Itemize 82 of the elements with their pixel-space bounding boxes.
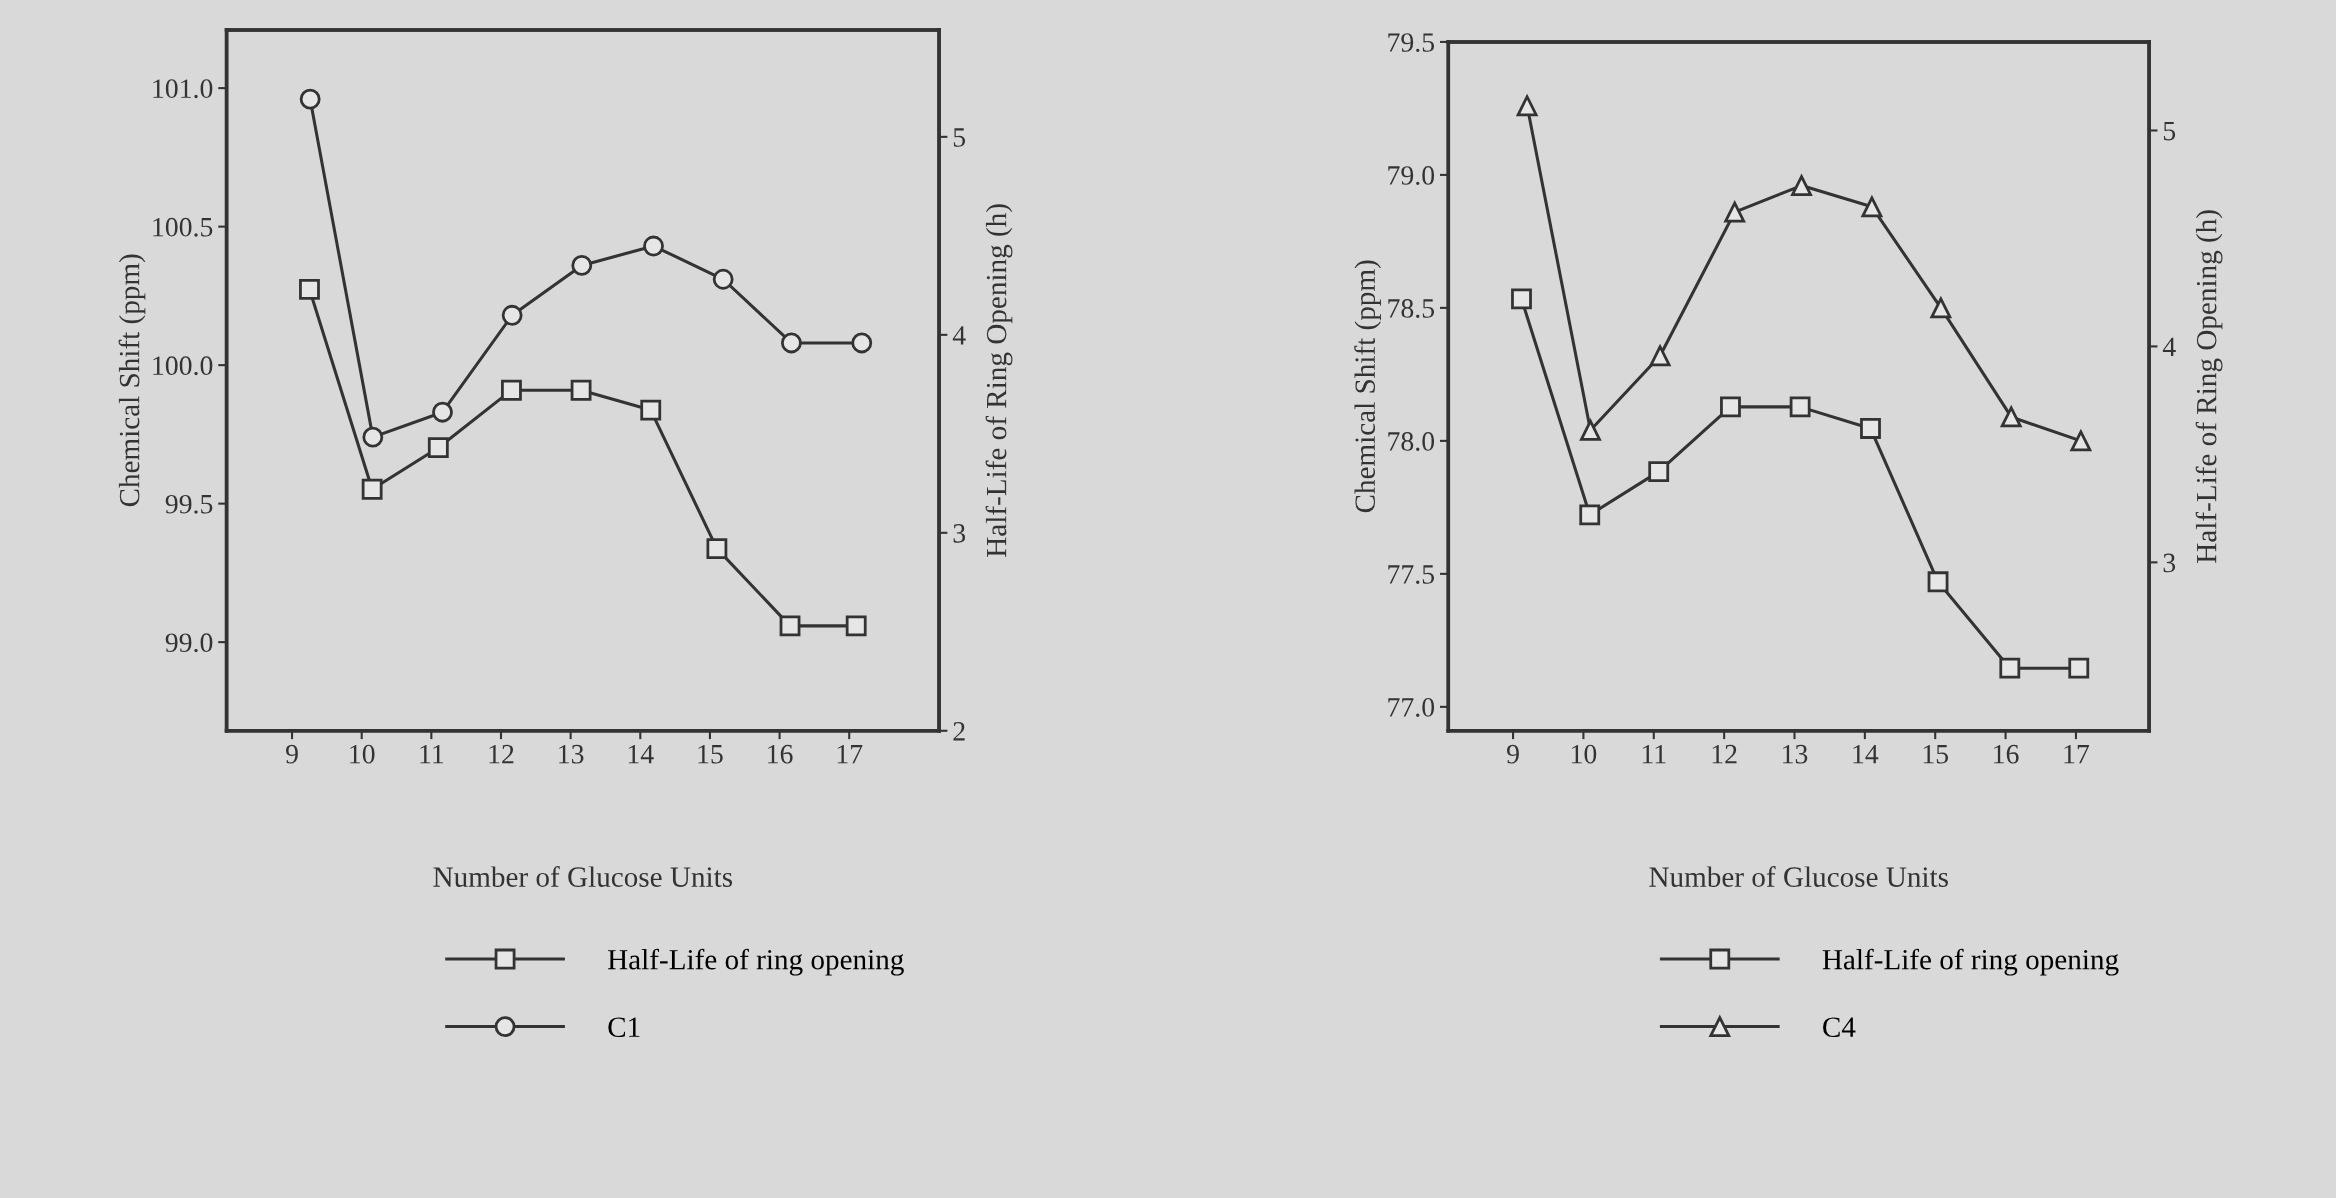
point	[501, 379, 522, 401]
x-tick-label: 10	[1571, 744, 1597, 764]
x-tick-label: 17	[837, 744, 863, 764]
x-tick-label: 11	[420, 744, 444, 764]
point	[432, 401, 453, 423]
y2-axis-title: Half-Life of Ring Opening (h)	[985, 204, 1013, 557]
x-tick-label: 14	[1853, 744, 1879, 764]
y2-tick-label: 3	[2163, 553, 2176, 573]
point	[1927, 571, 1949, 593]
y-axis-title: Chemical Shift (ppm)	[118, 254, 146, 507]
x-tick-label: 16	[768, 744, 793, 764]
point	[2070, 430, 2092, 452]
y-tick-label: 77.5	[1388, 565, 1435, 584]
point	[2000, 404, 2023, 428]
point	[1516, 95, 1538, 117]
point	[706, 538, 728, 560]
y2-axis-title: Half-Life of Ring Opening (h)	[2195, 210, 2223, 563]
x-tick-label: 17	[2064, 744, 2090, 764]
point	[643, 235, 664, 257]
point	[1649, 345, 1671, 367]
point	[299, 278, 320, 300]
legend-label: C1	[608, 1017, 640, 1038]
y-axis-title: Chemical Shift (ppm)	[1354, 260, 1381, 513]
y-tick-label: 101.0	[153, 79, 213, 99]
x-tick-label: 15	[1923, 744, 1949, 764]
point	[501, 304, 523, 326]
y-tick-label: 78.5	[1388, 299, 1435, 318]
y2-tick-label: 4	[952, 326, 966, 345]
point	[1999, 657, 2021, 679]
y2-tick-label: 5	[953, 128, 966, 147]
y-tick-label: 77.0	[1388, 698, 1435, 717]
point	[570, 379, 592, 401]
point	[1789, 396, 1811, 418]
point	[781, 332, 802, 354]
x-tick-label: 13	[559, 744, 584, 764]
point	[299, 88, 321, 110]
point	[1930, 297, 1952, 319]
point	[851, 332, 873, 354]
legend-label: Half-Life of ring opening	[607, 948, 904, 976]
x-axis-title: Number of Glucose Units	[433, 866, 733, 887]
x-tick-label: 15	[698, 744, 723, 764]
point	[1648, 461, 1670, 483]
point	[571, 254, 593, 276]
y-tick-label: 99.0	[165, 633, 213, 653]
x-tick-label: 12	[489, 744, 514, 764]
y-tick-label: 78.0	[1388, 432, 1435, 451]
point	[361, 478, 383, 500]
y2-tick-label: 2	[953, 722, 965, 741]
legend-label: C4	[1823, 1017, 1856, 1038]
y-tick-label: 100.5	[153, 217, 213, 237]
y-tick-label: 99.5	[165, 494, 213, 514]
point	[1720, 396, 1741, 418]
y2-tick-label: 3	[953, 524, 966, 543]
point	[2068, 657, 2090, 679]
point	[712, 268, 734, 290]
point	[845, 615, 867, 637]
point	[779, 615, 801, 637]
x-tick-label: 10	[350, 744, 375, 764]
x-tick-label: 14	[628, 744, 654, 764]
point	[1861, 196, 1883, 218]
x-axis-title: Number of Glucose Units	[1649, 866, 1948, 887]
y-tick-label: 79.5	[1388, 33, 1435, 52]
legend-label: Half-Life of ring opening	[1822, 948, 2119, 976]
y2-tick-label: 5	[2163, 121, 2176, 141]
x-tick-label: 12	[1712, 744, 1737, 764]
x-tick-label: 9	[1507, 744, 1519, 764]
x-tick-label: 13	[1783, 744, 1808, 764]
y2-tick-label: 4	[2162, 337, 2176, 357]
x-tick-label: 16	[1994, 744, 2019, 764]
point	[1511, 288, 1532, 310]
point	[1860, 418, 1881, 439]
point	[1724, 201, 1746, 223]
x-tick-label: 11	[1642, 744, 1666, 764]
point	[362, 426, 384, 448]
point	[1579, 504, 1601, 526]
point	[1580, 419, 1601, 441]
point	[640, 399, 662, 421]
y-tick-label: 100.0	[153, 356, 213, 376]
point	[427, 437, 449, 459]
y-tick-label: 79.0	[1388, 166, 1435, 185]
x-tick-label: 9	[286, 744, 298, 764]
point	[1791, 175, 1812, 196]
